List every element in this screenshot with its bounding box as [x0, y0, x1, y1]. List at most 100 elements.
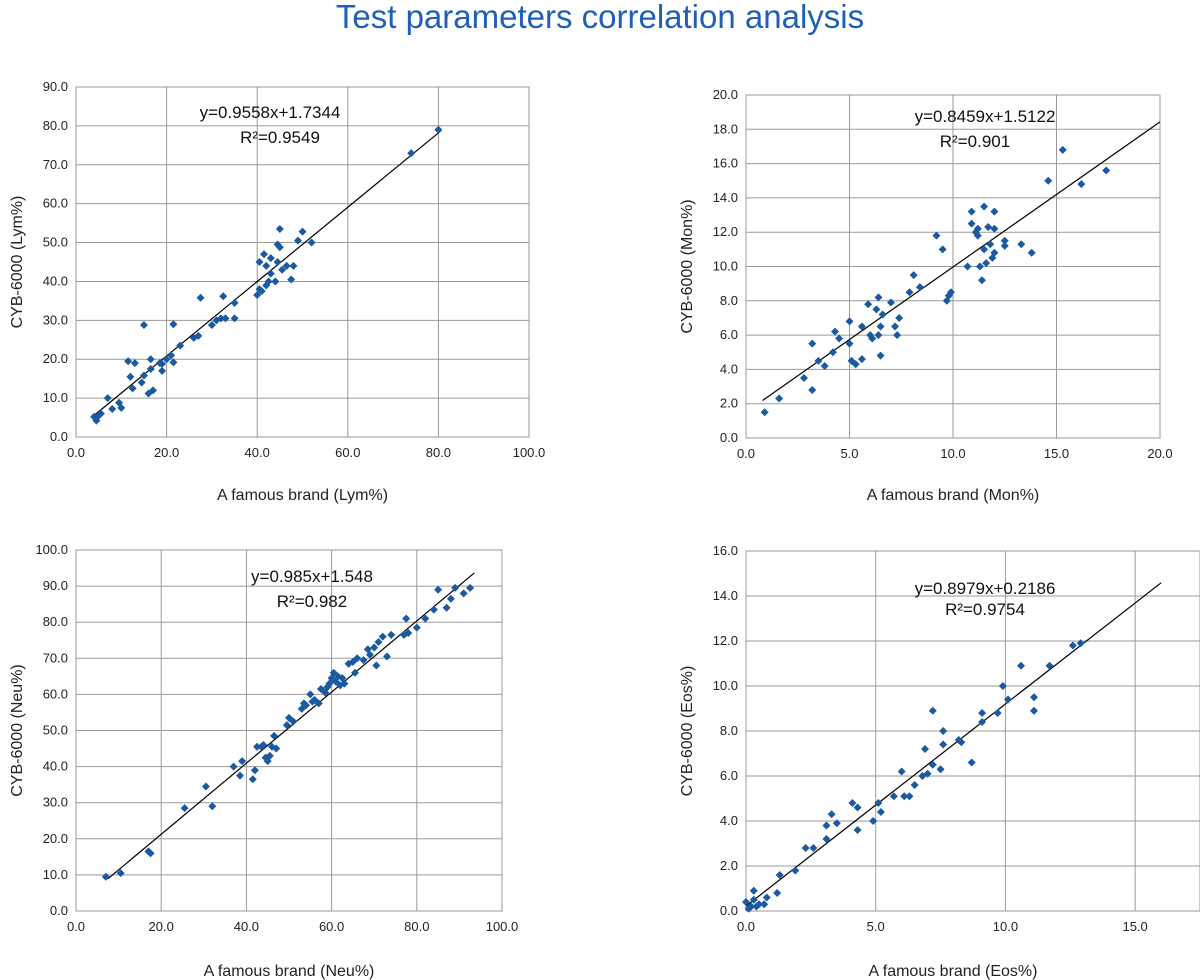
data-point — [845, 317, 854, 326]
data-point — [287, 275, 296, 284]
data-point — [306, 690, 315, 699]
x-tick-label: 20.0 — [154, 445, 179, 460]
data-point — [910, 781, 919, 789]
data-point — [963, 262, 972, 271]
trendline — [745, 582, 1162, 907]
y-tick-label: 0.0 — [720, 430, 738, 445]
x-tick-label: 15.0 — [1044, 446, 1069, 461]
data-point — [314, 699, 323, 708]
data-point — [340, 679, 349, 688]
data-point — [169, 320, 178, 329]
data-point — [978, 709, 987, 717]
y-tick-label: 0.0 — [720, 903, 738, 918]
data-point — [808, 339, 817, 348]
data-point — [266, 269, 275, 278]
chart-3: 0.0 10.0 20.0 30.0 40.0 50.0 60.0 70.0 80.0 90.0 1… — [9, 542, 518, 980]
y-tick-label: 50.0 — [43, 235, 68, 250]
data-point — [259, 250, 268, 259]
data-point — [857, 355, 866, 364]
data-point — [822, 835, 831, 843]
data-point — [828, 348, 837, 357]
data-point — [978, 718, 987, 726]
data-point — [848, 799, 857, 807]
x-tick-label: 5.0 — [867, 919, 885, 934]
data-point — [967, 219, 976, 228]
data-point — [990, 207, 999, 216]
data-point — [874, 331, 883, 340]
data-point — [359, 656, 368, 665]
x-tick-label: 100.0 — [486, 919, 519, 934]
data-point — [1004, 695, 1013, 704]
data-point — [374, 638, 383, 647]
data-point — [103, 394, 112, 403]
data-point — [248, 775, 257, 784]
data-point — [293, 236, 302, 245]
data-point — [194, 331, 203, 340]
data-point — [307, 238, 316, 247]
data-point — [250, 766, 259, 775]
data-point — [886, 298, 895, 307]
data-point — [387, 630, 396, 639]
data-point — [466, 583, 475, 592]
data-point — [116, 869, 125, 878]
y-tick-label: 6.0 — [720, 327, 738, 342]
data-point — [149, 386, 158, 395]
x-tick-label: 60.0 — [335, 445, 360, 460]
data-point — [982, 259, 991, 268]
y-tick-label: 18.0 — [713, 121, 738, 136]
data-point — [1077, 180, 1086, 189]
data-point — [407, 149, 416, 158]
data-point — [835, 334, 844, 343]
data-point — [124, 357, 133, 366]
data-point — [1045, 661, 1054, 670]
trendline — [107, 572, 475, 880]
data-point — [872, 305, 881, 314]
y-axis-title: CYB-6000 (Lym%) — [9, 196, 26, 329]
data-point — [221, 314, 230, 323]
data-point — [229, 762, 238, 771]
data-point — [270, 731, 279, 740]
y-tick-label: 80.0 — [43, 118, 68, 133]
data-point — [874, 799, 883, 807]
r-squared-label: R²=0.982 — [277, 592, 347, 611]
y-axis-title: CYB-6000 (Eos%) — [679, 666, 696, 797]
x-tick-label: 80.0 — [426, 445, 451, 460]
data-point — [158, 359, 167, 368]
data-point — [897, 767, 906, 776]
data-point — [137, 378, 146, 387]
data-point — [749, 886, 758, 895]
regression-equation: y=0.985x+1.548 — [251, 567, 373, 586]
y-axis-title: CYB-6000 (Neu%) — [9, 664, 26, 797]
regression-equation: y=0.8979x+0.2186 — [915, 579, 1056, 598]
chart-1: 0.0 10.0 20.0 30.0 40.0 50.0 60.0 70.0 80.0 90.0 0… — [9, 79, 545, 504]
chart-4: 0.0 2.0 4.0 6.0 8.0 10.0 12.0 14.0 16.0 0.0 5.0 10.… — [679, 543, 1200, 980]
data-point — [139, 321, 148, 329]
data-point — [762, 893, 771, 902]
r-squared-label: R²=0.9549 — [240, 128, 320, 147]
data-point — [775, 394, 784, 403]
data-point — [980, 245, 989, 254]
data-point — [820, 361, 829, 370]
y-tick-label: 2.0 — [720, 396, 738, 411]
data-point — [117, 403, 126, 412]
data-point — [791, 866, 800, 875]
data-point — [302, 701, 311, 710]
data-point — [775, 871, 784, 879]
y-tick-label: 70.0 — [43, 650, 68, 665]
data-point — [967, 758, 976, 767]
data-point — [1027, 248, 1036, 257]
x-tick-label: 10.0 — [993, 919, 1018, 934]
data-point — [876, 322, 885, 331]
data-point — [370, 643, 379, 652]
y-tick-label: 12.0 — [713, 633, 738, 648]
x-tick-label: 15.0 — [1122, 919, 1147, 934]
data-point — [742, 898, 750, 906]
data-point — [853, 826, 862, 834]
data-point — [857, 322, 866, 331]
x-tick-label: 0.0 — [67, 445, 85, 460]
y-tick-label: 6.0 — [720, 768, 738, 783]
data-point — [845, 339, 854, 348]
data-point — [799, 373, 808, 382]
data-point — [298, 227, 307, 236]
